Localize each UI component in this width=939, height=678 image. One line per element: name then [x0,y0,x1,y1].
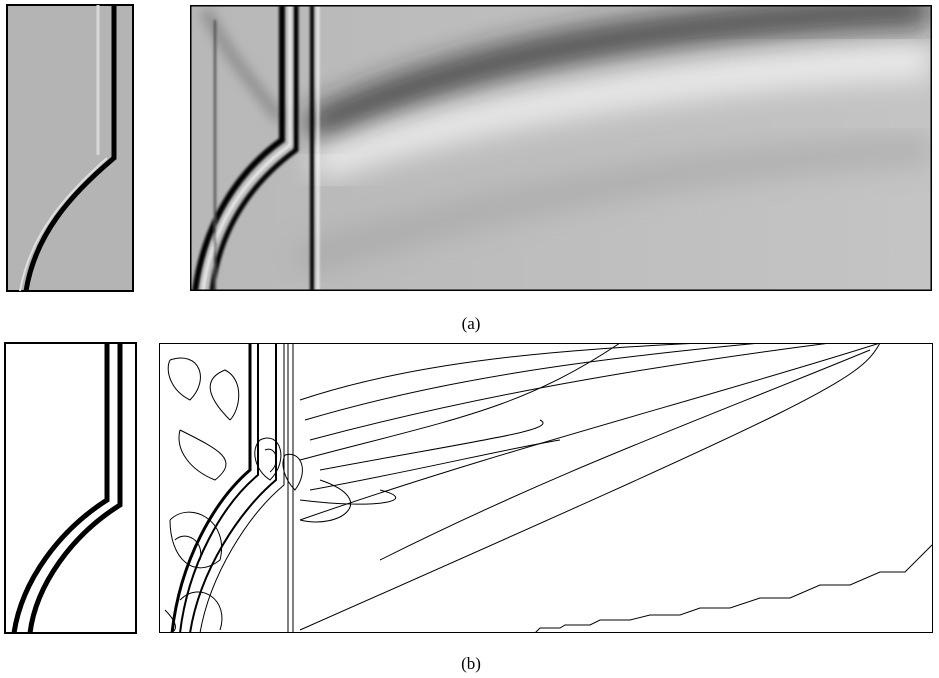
panel-b-contours [159,343,933,633]
figure: (a) (b) [0,0,939,678]
panel-label: (b) [461,654,481,673]
panel-label: (a) [462,314,481,333]
panel-a-field [190,5,932,291]
panel-b-geometry [5,343,136,633]
panel-a-geometry [7,5,133,291]
